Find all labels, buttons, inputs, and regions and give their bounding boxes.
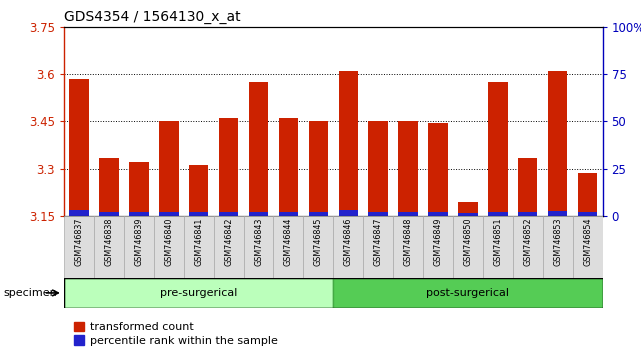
Bar [398, 212, 418, 216]
Bar [154, 216, 184, 278]
Bar [338, 71, 358, 216]
Text: GSM746852: GSM746852 [523, 218, 532, 267]
Text: GSM746839: GSM746839 [135, 218, 144, 266]
Legend: transformed count, percentile rank within the sample: transformed count, percentile rank withi… [70, 317, 282, 350]
Bar [423, 216, 453, 278]
Text: GSM746849: GSM746849 [433, 218, 442, 266]
Bar [572, 216, 603, 278]
Bar [428, 123, 447, 216]
Text: GSM746843: GSM746843 [254, 218, 263, 266]
Bar [483, 216, 513, 278]
Bar [279, 212, 298, 216]
Bar [518, 158, 537, 216]
Text: GSM746847: GSM746847 [374, 218, 383, 266]
Text: specimen: specimen [3, 288, 57, 298]
Bar [249, 82, 268, 216]
Bar [393, 216, 423, 278]
Text: GSM746851: GSM746851 [494, 218, 503, 266]
Bar [129, 212, 149, 216]
Bar [308, 212, 328, 216]
Bar [274, 216, 303, 278]
Bar [458, 202, 478, 216]
Bar [398, 121, 418, 216]
Bar [69, 79, 88, 216]
Text: GSM746845: GSM746845 [314, 218, 323, 266]
Text: GDS4354 / 1564130_x_at: GDS4354 / 1564130_x_at [64, 10, 241, 24]
Bar [249, 212, 268, 216]
Text: GSM746844: GSM746844 [284, 218, 293, 266]
Text: GSM746838: GSM746838 [104, 218, 113, 266]
Bar [369, 121, 388, 216]
Bar [363, 216, 393, 278]
Text: GSM746837: GSM746837 [74, 218, 83, 266]
Bar [518, 212, 537, 216]
Text: GSM746846: GSM746846 [344, 218, 353, 266]
Bar [548, 71, 567, 216]
Bar [129, 162, 149, 216]
Bar [64, 278, 333, 308]
Bar [159, 212, 178, 216]
Bar [428, 212, 447, 216]
Text: GSM746842: GSM746842 [224, 218, 233, 266]
Text: GSM746853: GSM746853 [553, 218, 562, 266]
Bar [453, 216, 483, 278]
Text: GSM746841: GSM746841 [194, 218, 203, 266]
Bar [159, 121, 178, 216]
Text: post-surgerical: post-surgerical [426, 288, 510, 298]
Bar [64, 216, 94, 278]
Bar [578, 173, 597, 216]
Text: GSM746850: GSM746850 [463, 218, 472, 266]
Bar [303, 216, 333, 278]
Bar [184, 216, 213, 278]
Bar [99, 212, 119, 216]
Bar [548, 211, 567, 216]
Bar [94, 216, 124, 278]
Bar [219, 118, 238, 216]
Text: GSM746848: GSM746848 [404, 218, 413, 266]
Bar [213, 216, 244, 278]
Bar [578, 212, 597, 216]
Bar [308, 121, 328, 216]
Bar [219, 212, 238, 216]
Bar [333, 216, 363, 278]
Bar [543, 216, 572, 278]
Bar [279, 118, 298, 216]
Bar [513, 216, 543, 278]
Bar [369, 212, 388, 216]
Bar [124, 216, 154, 278]
Text: pre-surgerical: pre-surgerical [160, 288, 237, 298]
Text: GSM746840: GSM746840 [164, 218, 173, 266]
Bar [99, 158, 119, 216]
Bar [488, 82, 508, 216]
Bar [458, 213, 478, 216]
Bar [189, 165, 208, 216]
Bar [69, 210, 88, 216]
Bar [333, 278, 603, 308]
Text: GSM746854: GSM746854 [583, 218, 592, 266]
Bar [189, 212, 208, 216]
Bar [244, 216, 274, 278]
Bar [338, 210, 358, 216]
Bar [488, 212, 508, 216]
